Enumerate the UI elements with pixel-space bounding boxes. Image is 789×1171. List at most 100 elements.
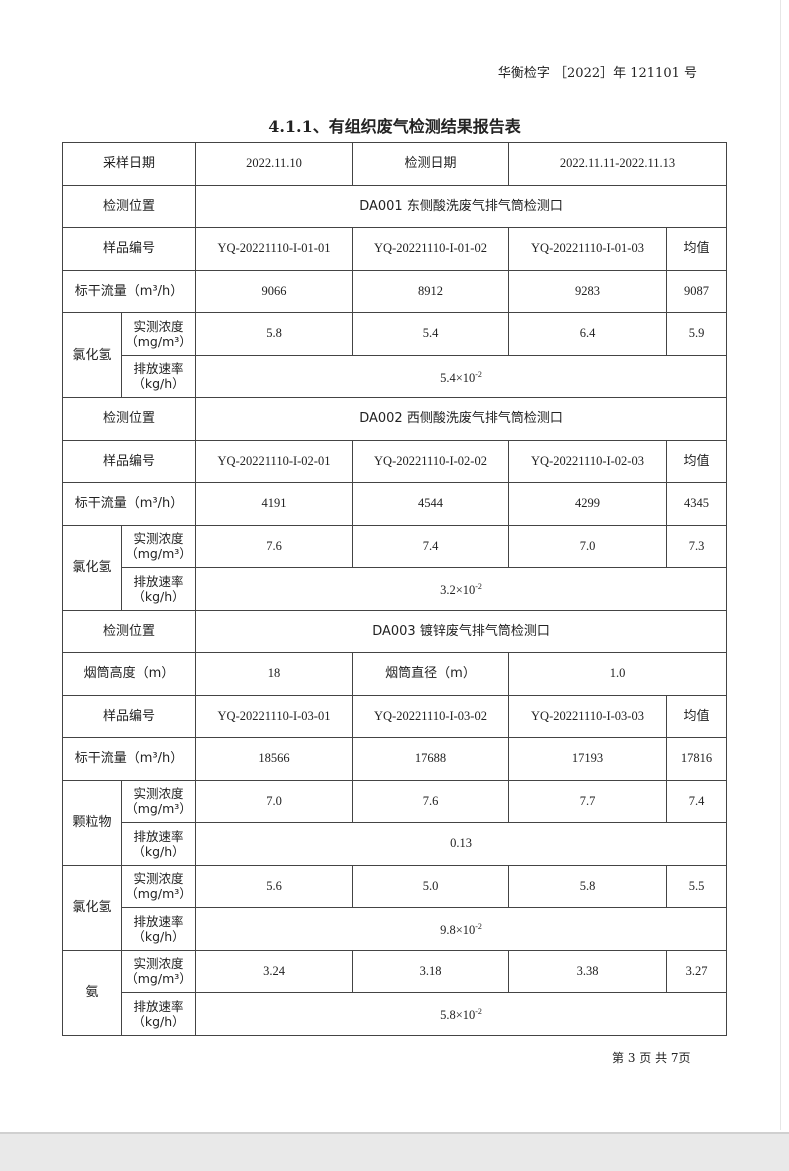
- table-row: 检测位置 DA002 西侧酸洗废气排气筒检测口: [61, 397, 728, 441]
- results-table: 采样日期 2022.11.10 检测日期 2022.11.11-2022.11.…: [61, 142, 728, 1036]
- mean-label: 均值: [666, 694, 728, 738]
- test-date: 2022.11.11-2022.11.13: [508, 142, 728, 186]
- flow-mean: 17816: [666, 737, 728, 781]
- concentration-value: 5.4: [352, 312, 510, 356]
- table-row: 检测位置 DA001 东侧酸洗废气排气筒检测口: [61, 184, 728, 228]
- concentration-value: 7.6: [352, 779, 510, 823]
- table-row: 样品编号 YQ-20221110-I-01-01 YQ-20221110-I-01-…: [61, 227, 728, 271]
- location-label: 检测位置: [61, 184, 197, 228]
- emission-rate-label: 排放速率 （kg/h）: [120, 567, 197, 611]
- concentration-label: 实测浓度 （mg/m³）: [120, 779, 197, 823]
- sampling-date: 2022.11.10: [195, 142, 354, 186]
- concentration-value: 7.0: [195, 779, 354, 823]
- emission-rate-label: 排放速率 （kg/h）: [120, 907, 197, 951]
- table-row: 烟筒高度（m） 18 烟筒直径（m） 1.0: [61, 652, 728, 696]
- label-line: 排放速率: [133, 913, 184, 929]
- flow-value: 9283: [508, 269, 668, 313]
- concentration-label: 实测浓度 （mg/m³）: [120, 949, 197, 993]
- stack-diameter-label: 烟筒直径（m）: [352, 652, 510, 696]
- flow-value: 8912: [352, 269, 510, 313]
- document-number: 华衡检字 ［2022］年 121101 号: [497, 66, 697, 81]
- concentration-value: 6.4: [508, 312, 668, 356]
- unit-line: （mg/m³）: [125, 546, 192, 562]
- concentration-value: 5.6: [195, 864, 354, 908]
- location-value: DA003 镀锌废气排气筒检测口: [195, 609, 728, 653]
- sample-no: YQ-20221110-I-01-02: [352, 227, 510, 271]
- flow-label: 标干流量（m³/h）: [61, 737, 197, 781]
- label-line: 排放速率: [133, 361, 184, 377]
- unit-line: （kg/h）: [132, 588, 185, 604]
- unit-line: （kg/h）: [132, 1013, 185, 1029]
- rate-text: 3.2×10: [440, 583, 476, 598]
- rate-text: 5.8×10: [440, 1008, 476, 1023]
- pollutant-name: 颗粒物: [62, 779, 122, 866]
- label-line: 排放速率: [133, 828, 184, 844]
- pollutant-name: 氯化氢: [62, 524, 122, 611]
- location-label: 检测位置: [61, 397, 197, 441]
- emission-rate-value: 5.8×10-2: [195, 992, 728, 1036]
- concentration-mean: 7.4: [666, 779, 728, 823]
- stack-diameter: 1.0: [508, 652, 728, 696]
- flow-value: 4299: [508, 482, 668, 526]
- unit-line: （mg/m³）: [125, 333, 192, 349]
- unit-line: （mg/m³）: [125, 886, 192, 902]
- sample-no: YQ-20221110-I-03-02: [352, 694, 510, 738]
- sampling-date-label: 采样日期: [61, 142, 197, 186]
- concentration-value: 7.7: [508, 779, 668, 823]
- table-row: 检测位置 DA003 镀锌废气排气筒检测口: [61, 609, 728, 653]
- concentration-value: 7.4: [352, 524, 510, 568]
- concentration-value: 5.8: [508, 864, 668, 908]
- concentration-value: 3.24: [195, 949, 354, 993]
- table-row: 标干流量（m³/h） 18566 17688 17193 17816: [61, 737, 728, 781]
- unit-line: （kg/h）: [132, 376, 185, 392]
- sample-no: YQ-20221110-I-02-02: [352, 439, 510, 483]
- location-value: DA001 东侧酸洗废气排气筒检测口: [195, 184, 728, 228]
- location-label: 检测位置: [61, 609, 197, 653]
- test-date-label: 检测日期: [352, 142, 510, 186]
- label-line: 实测浓度: [133, 318, 184, 334]
- label-line: 排放速率: [133, 998, 184, 1014]
- rate-exponent: -2: [475, 1007, 482, 1017]
- pollutant-name: 氨: [62, 949, 122, 1036]
- label-line: 排放速率: [133, 573, 184, 589]
- page-edge: [780, 0, 781, 1130]
- table-row: 标干流量（m³/h） 9066 8912 9283 9087: [61, 269, 728, 313]
- sample-no-label: 样品编号: [61, 694, 197, 738]
- flow-value: 17193: [508, 737, 668, 781]
- concentration-value: 7.0: [508, 524, 668, 568]
- emission-rate-label: 排放速率 （kg/h）: [120, 992, 197, 1036]
- concentration-value: 5.0: [352, 864, 510, 908]
- emission-rate-value: 9.8×10-2: [195, 907, 728, 951]
- flow-mean: 4345: [666, 482, 728, 526]
- pollutant-name: 氯化氢: [62, 864, 122, 951]
- unit-line: （kg/h）: [132, 928, 185, 944]
- concentration-label: 实测浓度 （mg/m³）: [120, 524, 197, 568]
- table-row: 标干流量（m³/h） 4191 4544 4299 4345: [61, 482, 728, 526]
- table-row: 样品编号 YQ-20221110-I-02-01 YQ-20221110-I-02-…: [61, 439, 728, 483]
- rate-text: 5.4×10: [440, 370, 476, 385]
- concentration-label: 实测浓度 （mg/m³）: [120, 312, 197, 356]
- table-row: 氯化氢 实测浓度 （mg/m³） 5.6 5.0 5.8 5.5: [62, 864, 728, 951]
- mean-label: 均值: [666, 439, 728, 483]
- mean-label: 均值: [666, 227, 728, 271]
- concentration-mean: 3.27: [666, 949, 728, 993]
- table-row: 氯化氢 实测浓度 （mg/m³） 5.8 5.4 6.4 5.9: [62, 312, 728, 398]
- sample-no: YQ-20221110-I-01-01: [195, 227, 354, 271]
- sample-no: YQ-20221110-I-02-03: [508, 439, 668, 483]
- concentration-value: 7.6: [195, 524, 354, 568]
- sample-no: YQ-20221110-I-01-03: [508, 227, 668, 271]
- unit-line: （kg/h）: [132, 843, 185, 859]
- rate-text: 9.8×10: [440, 923, 476, 938]
- sample-no-label: 样品编号: [61, 439, 197, 483]
- label-line: 实测浓度: [133, 531, 184, 547]
- emission-rate-label: 排放速率 （kg/h）: [120, 822, 197, 866]
- rate-exponent: -2: [475, 582, 482, 592]
- unit-line: （mg/m³）: [125, 801, 192, 817]
- concentration-value: 3.38: [508, 949, 668, 993]
- emission-rate-value: 0.13: [195, 822, 728, 866]
- page-title: 4.1.1、有组织废气检测结果报告表: [268, 117, 521, 136]
- label-line: 实测浓度: [133, 786, 184, 802]
- table-row: 排放速率 （kg/h） 3.2×10-2: [63, 567, 728, 611]
- sample-no: YQ-20221110-I-03-01: [195, 694, 354, 738]
- concentration-mean: 7.3: [666, 524, 728, 568]
